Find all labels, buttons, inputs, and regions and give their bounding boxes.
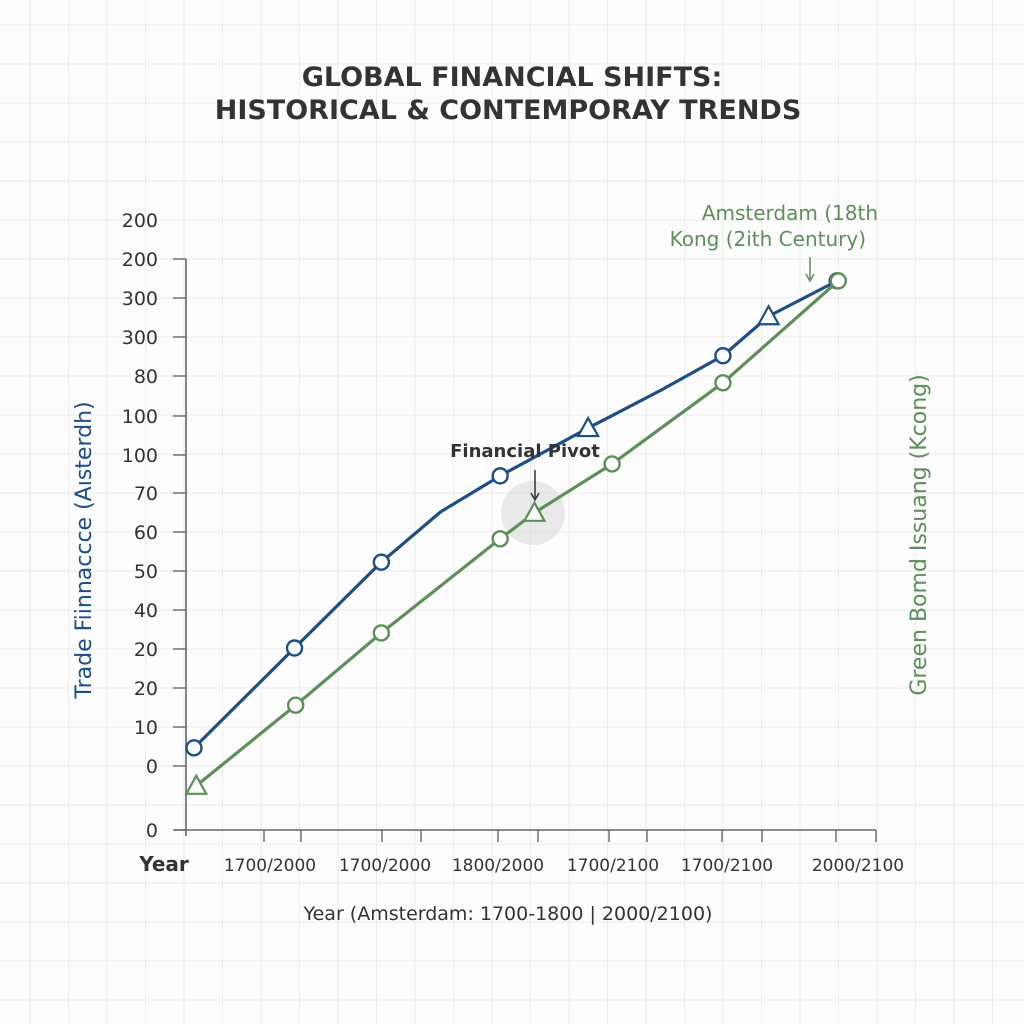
data-point-circle bbox=[285, 639, 304, 657]
y-tick-label: 0 bbox=[146, 756, 158, 778]
data-point-circle bbox=[491, 467, 509, 485]
x-axis-name: Year bbox=[138, 852, 189, 876]
y-axis-left-label: Trade Fiinnaccce (Aısterdh) bbox=[72, 401, 97, 699]
data-point-circle bbox=[829, 272, 848, 290]
x-tick-label: 1700/2100 bbox=[681, 856, 773, 876]
y-ticks: 0 0 10 20 20 40 50 60 70 100 100 80 300 300 200 200 bbox=[122, 210, 186, 842]
series-group bbox=[184, 272, 848, 795]
pivot-arrow-head bbox=[530, 492, 540, 502]
data-point-circle bbox=[714, 347, 732, 365]
x-tick-label: 1800/2000 bbox=[452, 856, 544, 876]
amsterdam-arrow-head bbox=[805, 273, 815, 283]
y-tick-label: 200 bbox=[122, 210, 158, 232]
data-point-triangle bbox=[576, 415, 600, 438]
data-point-triangle bbox=[522, 500, 547, 522]
chart-title-line-1: GLOBAL FINANCIAL SHIFTS: bbox=[302, 62, 723, 93]
data-point-circle bbox=[603, 455, 621, 473]
data-point-circle bbox=[286, 696, 305, 714]
y-axis-right-label: Green Bomd Issuang (Kcong) bbox=[907, 374, 932, 695]
data-point-triangle bbox=[184, 773, 209, 795]
annotation-amsterdam-line-1: Amsterdam (18th bbox=[702, 201, 878, 225]
x-tick-label: 1700/2000 bbox=[339, 856, 431, 876]
data-point-circle bbox=[714, 374, 732, 392]
data-point-circle bbox=[491, 530, 509, 548]
y-tick-label: 300 bbox=[122, 327, 158, 349]
x-tick-label: 1700/2100 bbox=[567, 856, 659, 876]
chart-title-line-2: HISTORICAL & CONTEMPORAY TRENDS bbox=[215, 95, 802, 126]
data-point-circle bbox=[372, 553, 391, 571]
annotation-amsterdam-line-2: Kong (2ith Century) bbox=[670, 227, 866, 251]
y-tick-label: 200 bbox=[122, 249, 158, 271]
x-axis-label: Year (Amsterdam: 1700-1800 | 2000/2100) bbox=[303, 903, 713, 925]
x-tick-label: 1700/2000 bbox=[224, 856, 316, 876]
y-tick-label: 0 bbox=[146, 820, 158, 842]
axes bbox=[174, 259, 876, 836]
y-tick-label: 60 bbox=[134, 522, 158, 544]
y-tick-label: 20 bbox=[134, 639, 158, 661]
y-tick-label: 100 bbox=[122, 445, 158, 467]
x-tick-label: 2000/2100 bbox=[812, 856, 904, 876]
data-point-circle bbox=[185, 739, 203, 757]
y-tick-label: 10 bbox=[134, 717, 158, 739]
data-point-triangle bbox=[756, 303, 781, 326]
series-line-2 bbox=[195, 279, 840, 788]
data-point-circle bbox=[372, 624, 391, 642]
y-tick-label: 20 bbox=[134, 678, 158, 700]
y-tick-label: 80 bbox=[134, 366, 158, 388]
series-line-1 bbox=[192, 279, 838, 749]
y-tick-label: 50 bbox=[134, 561, 158, 583]
x-ticks: 1700/2000 1700/2000 1800/2000 1700/2100 1700… bbox=[224, 830, 904, 876]
y-tick-label: 300 bbox=[122, 288, 158, 310]
annotation-financial-pivot: Financial Pivot bbox=[450, 441, 600, 462]
y-tick-label: 40 bbox=[134, 600, 158, 622]
y-tick-label: 70 bbox=[134, 483, 158, 505]
y-tick-label: 100 bbox=[122, 406, 158, 428]
